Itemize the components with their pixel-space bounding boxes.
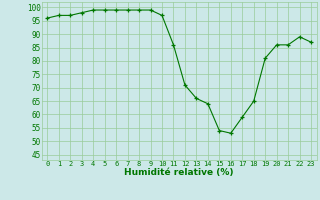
X-axis label: Humidité relative (%): Humidité relative (%) bbox=[124, 168, 234, 177]
